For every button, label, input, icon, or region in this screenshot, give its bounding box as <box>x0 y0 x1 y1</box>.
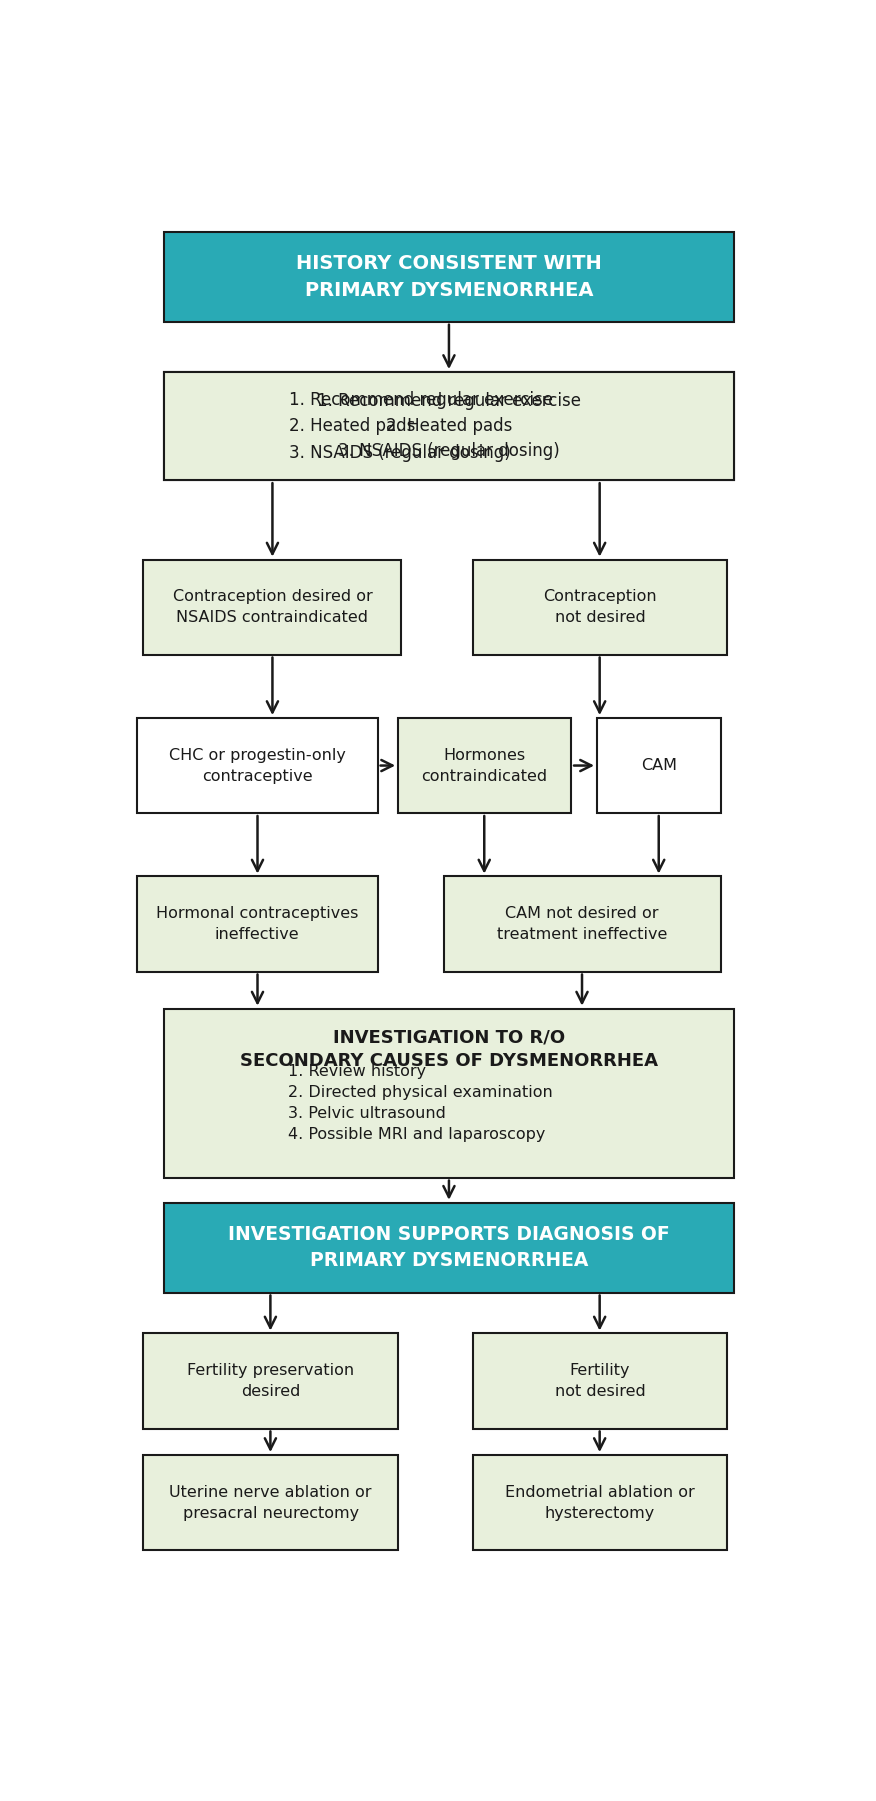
FancyBboxPatch shape <box>398 719 571 812</box>
FancyBboxPatch shape <box>144 560 401 654</box>
FancyBboxPatch shape <box>473 1333 727 1428</box>
FancyBboxPatch shape <box>473 1455 727 1551</box>
FancyBboxPatch shape <box>597 719 720 812</box>
Text: 1. Recommend regular exercise
2. Heated pads
3. NSAIDS (regular dosing): 1. Recommend regular exercise 2. Heated … <box>317 393 581 459</box>
FancyBboxPatch shape <box>164 1009 734 1178</box>
Text: Hormones
contraindicated: Hormones contraindicated <box>421 747 548 783</box>
Text: CAM not desired or
treatment ineffective: CAM not desired or treatment ineffective <box>497 906 668 942</box>
Text: Contraception
not desired: Contraception not desired <box>543 589 657 625</box>
Text: INVESTIGATION TO R/O
SECONDARY CAUSES OF DYSMENORRHEA: INVESTIGATION TO R/O SECONDARY CAUSES OF… <box>240 1028 658 1070</box>
Text: Hormonal contraceptives
ineffective: Hormonal contraceptives ineffective <box>156 906 358 942</box>
FancyBboxPatch shape <box>164 232 734 322</box>
Text: CAM: CAM <box>640 758 677 773</box>
Text: Uterine nerve ablation or
presacral neurectomy: Uterine nerve ablation or presacral neur… <box>169 1484 372 1520</box>
FancyBboxPatch shape <box>443 877 720 971</box>
FancyBboxPatch shape <box>137 877 378 971</box>
FancyBboxPatch shape <box>164 373 734 481</box>
Text: Fertility preservation
desired: Fertility preservation desired <box>187 1363 354 1399</box>
FancyBboxPatch shape <box>137 719 378 812</box>
Text: Fertility
not desired: Fertility not desired <box>555 1363 646 1399</box>
Text: Endometrial ablation or
hysterectomy: Endometrial ablation or hysterectomy <box>505 1484 695 1520</box>
FancyBboxPatch shape <box>144 1333 398 1428</box>
FancyBboxPatch shape <box>144 1455 398 1551</box>
Text: CHC or progestin-only
contraceptive: CHC or progestin-only contraceptive <box>169 747 346 783</box>
Text: Contraception desired or
NSAIDS contraindicated: Contraception desired or NSAIDS contrain… <box>173 589 372 625</box>
FancyBboxPatch shape <box>164 1203 734 1293</box>
Text: 1. Review history
2. Directed physical examination
3. Pelvic ultrasound
4. Possi: 1. Review history 2. Directed physical e… <box>288 1064 553 1142</box>
FancyBboxPatch shape <box>164 373 734 481</box>
FancyBboxPatch shape <box>473 560 727 654</box>
Text: INVESTIGATION SUPPORTS DIAGNOSIS OF
PRIMARY DYSMENORRHEA: INVESTIGATION SUPPORTS DIAGNOSIS OF PRIM… <box>228 1225 670 1270</box>
Text: HISTORY CONSISTENT WITH
PRIMARY DYSMENORRHEA: HISTORY CONSISTENT WITH PRIMARY DYSMENOR… <box>296 254 602 299</box>
Text: 1. Recommend regular exercise
2. Heated pads
3. NSAIDS (regular dosing): 1. Recommend regular exercise 2. Heated … <box>289 391 554 461</box>
